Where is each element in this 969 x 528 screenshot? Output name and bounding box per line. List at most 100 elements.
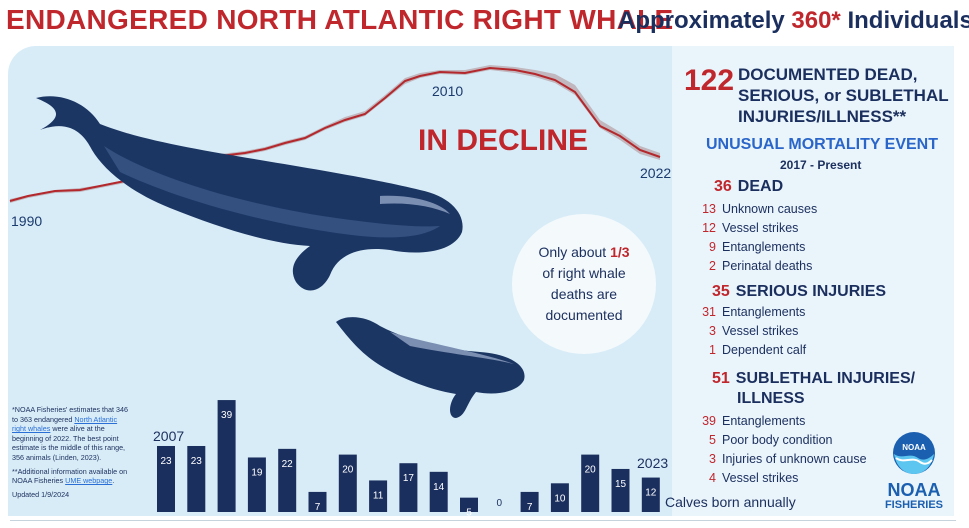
population-number: 360* xyxy=(791,7,841,34)
item-label: Entanglements xyxy=(722,414,806,428)
trend-year-peak: 2010 xyxy=(432,83,464,99)
callout-prefix: Only about xyxy=(538,244,607,260)
calf-bar-value: 15 xyxy=(615,479,627,490)
footnote-additional: **Additional information available on NO… xyxy=(12,467,130,486)
calf-bar-value: 17 xyxy=(403,473,415,484)
item-label: Unknown causes xyxy=(722,202,818,216)
total-description: DOCUMENTED DEAD, SERIOUS, or SUBLETHAL I… xyxy=(738,65,949,126)
page-title: ENDANGERED NORTH ATLANTIC RIGHT WHALE xyxy=(6,4,674,35)
item-label: Poor body condition xyxy=(722,433,833,447)
item-count: 4 xyxy=(709,471,716,485)
dead-label: DEAD xyxy=(737,178,784,195)
population-estimate: Approximately 360* Individuals xyxy=(618,7,969,35)
item-count: 1 xyxy=(709,343,716,357)
serious-item: 1 Dependent calf xyxy=(690,343,806,357)
calf-bar-value: 20 xyxy=(342,465,354,476)
calf-bar-2022 xyxy=(611,468,630,512)
dead-item: 13 Unknown causes xyxy=(690,202,817,216)
documented-deaths-callout: Only about 1/3 of right whale deaths are… xyxy=(512,214,656,354)
sublethal-count: 51 xyxy=(712,370,730,387)
trend-label: IN DECLINE xyxy=(418,124,589,157)
calf-bar-2015 xyxy=(399,463,418,512)
logo-text-fisheries: FISHERIES xyxy=(884,499,944,511)
footnote-estimate: *NOAA Fisheries' estimates that 346 to 3… xyxy=(12,405,130,463)
serious-item: 31 Entanglements xyxy=(690,305,805,319)
item-count: 3 xyxy=(709,324,716,338)
calf-bar-value: 5 xyxy=(466,508,472,519)
calf-bar-2010 xyxy=(247,457,266,512)
calf-bar-value: 39 xyxy=(221,410,233,421)
footnote: *NOAA Fisheries' estimates that 346 to 3… xyxy=(12,405,130,499)
calf-bar-2023 xyxy=(641,477,660,512)
total-count: 122 xyxy=(684,64,735,97)
trend-year-start: 1990 xyxy=(11,213,43,229)
callout-line3: deaths are xyxy=(550,286,618,302)
population-prefix: Approximately xyxy=(618,7,785,34)
sublethal-item: 3 Injuries of unknown cause xyxy=(690,452,867,466)
ume-webpage-link[interactable]: UME webpage xyxy=(65,476,113,486)
calves-first-year: 2007 xyxy=(153,428,184,444)
item-count: 39 xyxy=(702,414,716,428)
item-label: Entanglements xyxy=(722,305,806,319)
serious-count: 35 xyxy=(712,283,730,300)
item-count: 9 xyxy=(709,240,716,254)
calf-bar-value: 23 xyxy=(191,456,203,467)
calf-bar-value: 7 xyxy=(527,502,533,513)
item-count: 5 xyxy=(709,433,716,447)
callout-line1: Only about 1/3 xyxy=(538,242,629,263)
item-label: Injuries of unknown cause xyxy=(722,452,867,466)
calf-bar-2017 xyxy=(460,497,478,512)
sublethal-label: SUBLETHAL INJURIES/ xyxy=(735,370,916,387)
noaa-fisheries-logo: NOAA NOAA FISHERIES xyxy=(884,430,944,511)
serious-item: 3 Vessel strikes xyxy=(690,324,798,338)
callout-line2: of right whale xyxy=(542,265,626,281)
item-label: Perinatal deaths xyxy=(722,259,813,273)
serious-heading: 35 SERIOUS INJURIES xyxy=(712,283,886,301)
right-whales-link[interactable]: North Atlantic right whales xyxy=(12,414,118,434)
calf-bar-2007 xyxy=(157,445,175,512)
sublethal-item: 39 Entanglements xyxy=(690,414,805,428)
calves-bar-chart: 23 23 39 19 22 7 20 11 17 14 5 0 7 10 20 15 12 2007 2023 xyxy=(153,400,668,519)
dead-item: 2 Perinatal deaths xyxy=(690,259,812,273)
large-whale-illustration xyxy=(36,96,463,291)
calf-bar-2009 xyxy=(217,400,236,512)
sublethal-heading-cont: ILLNESS xyxy=(737,390,805,407)
calf-bar-value: 7 xyxy=(315,502,321,513)
calf-bar-2012 xyxy=(308,491,327,512)
footnote-text: . xyxy=(112,476,115,486)
calf-bar-value: 14 xyxy=(433,482,445,493)
bottom-divider xyxy=(10,520,956,521)
calf-bar-value: 23 xyxy=(160,456,172,467)
dead-item: 12 Vessel strikes xyxy=(690,221,798,235)
dead-count: 36 xyxy=(714,178,732,195)
calf-bar-2013 xyxy=(338,454,357,512)
calf-bar-2011 xyxy=(278,448,297,512)
item-count: 13 xyxy=(702,202,716,216)
calf-bar-2020 xyxy=(550,483,569,512)
noaa-logo-icon: NOAA xyxy=(893,432,935,474)
calf-bar-value: 19 xyxy=(251,467,263,478)
calves-last-year: 2023 xyxy=(637,455,668,471)
footnote-text: were alive at the beginning of 2022. The… xyxy=(12,424,126,462)
footnote-text: **Additional information available on NO… xyxy=(12,466,128,486)
noaa-badge-text: NOAA xyxy=(902,443,926,452)
item-count: 12 xyxy=(702,221,716,235)
calf-bar-2021 xyxy=(581,454,600,512)
callout-fraction: 1/3 xyxy=(610,244,630,260)
sublethal-item: 4 Vessel strikes xyxy=(690,471,798,485)
calf-bar-2016 xyxy=(429,471,448,512)
calf-bar-2019 xyxy=(520,491,539,512)
item-label: Dependent calf xyxy=(722,343,807,357)
calf-bar-2014 xyxy=(369,480,388,512)
calf-bar-value: 20 xyxy=(585,465,597,476)
callout-line4: documented xyxy=(545,307,623,323)
small-whale-illustration xyxy=(336,317,525,418)
calf-bar-value: 12 xyxy=(645,488,657,499)
item-label: Vessel strikes xyxy=(722,324,799,338)
serious-label: SERIOUS INJURIES xyxy=(735,283,887,300)
calf-bar-value: 10 xyxy=(554,493,566,504)
sublethal-heading: 51 SUBLETHAL INJURIES/ xyxy=(712,369,915,389)
updated-date: Updated 1/9/2024 xyxy=(12,489,70,499)
sublethal-item: 5 Poor body condition xyxy=(690,433,833,447)
